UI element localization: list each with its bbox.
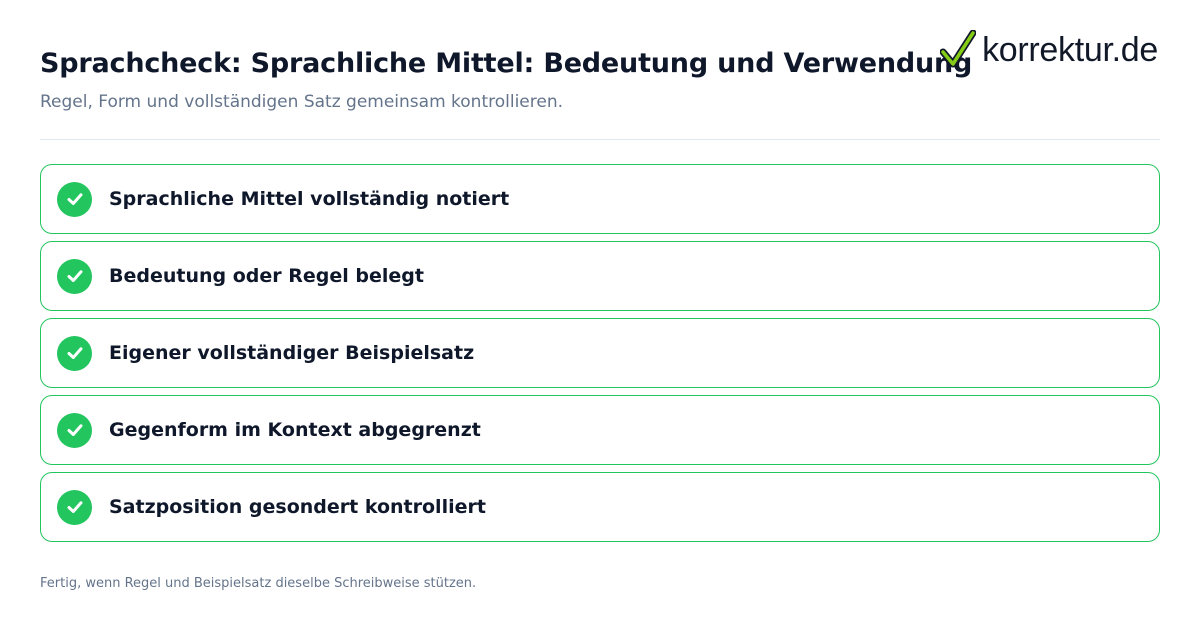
- check-circle-icon: [57, 335, 92, 371]
- check-circle-icon: [57, 258, 92, 294]
- checkmark-icon: [940, 30, 977, 70]
- checklist-item: Sprachliche Mittel vollständig notiert: [40, 164, 1160, 234]
- checklist-item: Bedeutung oder Regel belegt: [40, 241, 1160, 311]
- page-header: Sprachcheck: Sprachliche Mittel: Bedeutu…: [40, 48, 1160, 140]
- page-subtitle: Regel, Form und vollständigen Satz gemei…: [40, 92, 564, 112]
- checklist-item: Eigener vollständiger Beispielsatz: [40, 318, 1160, 388]
- checklist-item-label: Eigener vollständiger Beispielsatz: [109, 342, 475, 364]
- page-title: Sprachcheck: Sprachliche Mittel: Bedeutu…: [40, 48, 973, 79]
- checklist: Sprachliche Mittel vollständig notiert B…: [40, 164, 1160, 549]
- check-circle-icon: [57, 489, 92, 525]
- footer-note: Fertig, wenn Regel und Beispielsatz dies…: [40, 576, 477, 591]
- checklist-item-label: Sprachliche Mittel vollständig notiert: [109, 188, 510, 210]
- check-circle-icon: [57, 412, 92, 448]
- checklist-item: Gegenform im Kontext abgegrenzt: [40, 395, 1160, 465]
- brand-logo: korrektur.de: [940, 30, 1158, 70]
- checklist-item-label: Satzposition gesondert kontrolliert: [109, 496, 486, 518]
- checklist-item: Satzposition gesondert kontrolliert: [40, 472, 1160, 542]
- checklist-item-label: Gegenform im Kontext abgegrenzt: [109, 419, 481, 441]
- check-circle-icon: [57, 181, 92, 217]
- checklist-item-label: Bedeutung oder Regel belegt: [109, 265, 424, 287]
- brand-name: korrektur.de: [982, 30, 1158, 69]
